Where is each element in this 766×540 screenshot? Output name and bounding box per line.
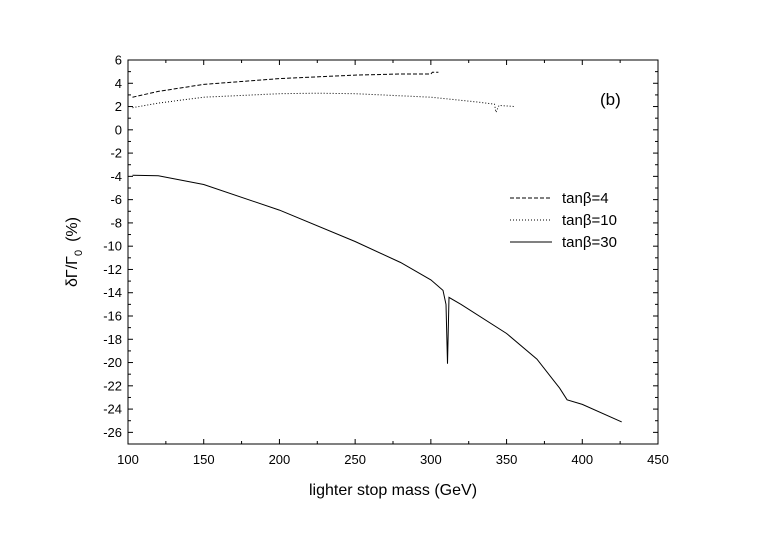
y-tick-label: -16 bbox=[103, 309, 122, 324]
panel-label: (b) bbox=[600, 90, 621, 109]
x-tick-label: 200 bbox=[269, 452, 291, 467]
y-axis-title-subscript: 0 bbox=[73, 250, 85, 256]
x-tick-label: 100 bbox=[117, 452, 139, 467]
plot-frame bbox=[127, 59, 659, 445]
y-tick-label: -4 bbox=[110, 169, 122, 184]
x-tick-label: 250 bbox=[344, 452, 366, 467]
y-tick-label: 6 bbox=[115, 53, 122, 68]
y-tick-label: 4 bbox=[115, 76, 122, 91]
y-tick-label: -26 bbox=[103, 425, 122, 440]
y-tick-label: -24 bbox=[103, 402, 122, 417]
axis-ticks: 100 150 200 250 300 350 400 450 6 4 2 0 -2 -4 -6 -8 -10 -… bbox=[103, 53, 669, 468]
y-tick-label: -10 bbox=[103, 239, 122, 254]
legend-label-tanb30: tanβ=30 bbox=[562, 234, 617, 251]
x-tick-label: 300 bbox=[420, 452, 442, 467]
x-axis-title: lighter stop mass (GeV) bbox=[309, 482, 477, 499]
y-tick-label: -22 bbox=[103, 378, 122, 393]
series-line-0 bbox=[132, 71, 439, 98]
y-tick-label: -18 bbox=[103, 332, 122, 347]
y-tick-label: 0 bbox=[115, 122, 122, 137]
y-tick-label: -12 bbox=[103, 262, 122, 277]
y-tick-label: -6 bbox=[110, 192, 122, 207]
y-tick-label: -20 bbox=[103, 355, 122, 370]
y-axis-title-unit: (%) bbox=[64, 217, 81, 242]
legend: tanβ=4 tanβ=10 tanβ=30 bbox=[510, 190, 617, 251]
series-line-2 bbox=[132, 174, 622, 423]
y-tick-label: -14 bbox=[103, 285, 122, 300]
y-axis-title-main: δΓ/Γ bbox=[64, 256, 81, 287]
legend-label-tanb10: tanβ=10 bbox=[562, 212, 617, 229]
x-tick-label: 350 bbox=[496, 452, 518, 467]
y-tick-label: -8 bbox=[110, 215, 122, 230]
x-tick-label: 450 bbox=[647, 452, 669, 467]
y-tick-label: 2 bbox=[115, 99, 122, 114]
svg-text:δΓ/Γ0(%): δΓ/Γ0 (%) bbox=[64, 217, 85, 287]
series-layer bbox=[132, 71, 622, 423]
x-tick-label: 400 bbox=[571, 452, 593, 467]
y-tick-label: -2 bbox=[110, 146, 122, 161]
y-axis-title: δΓ/Γ0 (%) bbox=[64, 217, 85, 287]
legend-label-tanb4: tanβ=4 bbox=[562, 190, 609, 207]
series-line-1 bbox=[132, 92, 515, 115]
x-tick-label: 150 bbox=[193, 452, 215, 467]
